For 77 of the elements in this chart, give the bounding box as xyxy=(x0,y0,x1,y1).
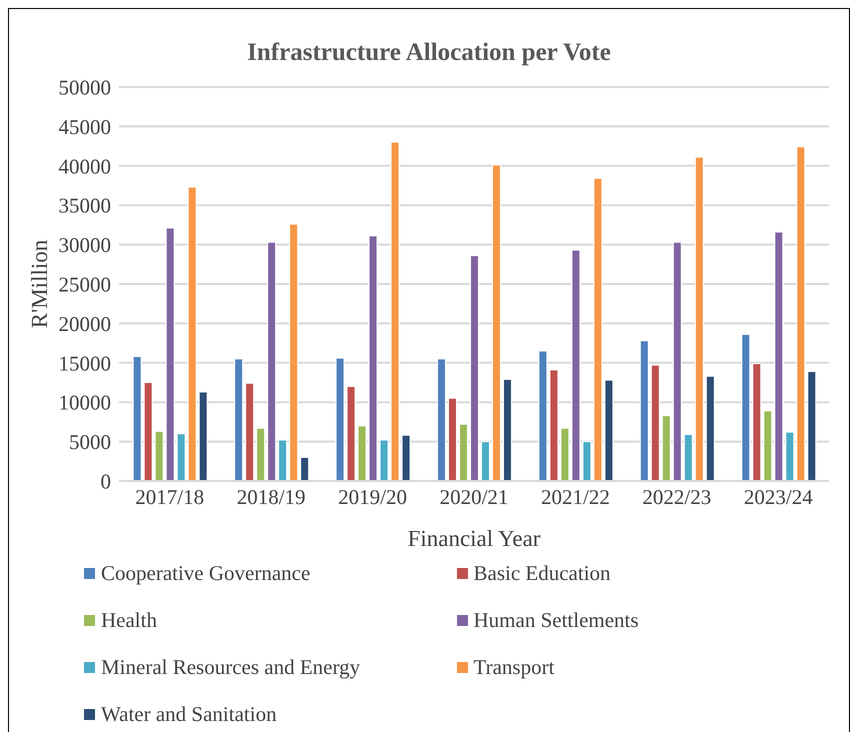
x-tick-label: 2022/23 xyxy=(642,484,712,509)
bar xyxy=(267,242,276,481)
bar xyxy=(763,410,772,481)
bar xyxy=(650,364,660,481)
bar xyxy=(188,186,197,481)
legend-label: Mineral Resources and Energy xyxy=(101,655,360,680)
bar xyxy=(256,428,266,481)
bar xyxy=(300,456,310,481)
bar xyxy=(672,242,682,481)
bar xyxy=(436,358,446,481)
x-tick-label: 2021/22 xyxy=(541,484,610,509)
bar xyxy=(402,434,411,481)
bar xyxy=(448,398,457,481)
bar xyxy=(234,358,244,481)
x-tick-label: 2018/19 xyxy=(236,484,306,509)
bar xyxy=(640,340,649,481)
bar xyxy=(346,386,356,481)
bar xyxy=(144,382,153,481)
legend-label: Transport xyxy=(474,655,554,680)
y-tick-label: 50000 xyxy=(58,75,111,100)
bar xyxy=(684,434,693,481)
bar xyxy=(604,380,614,481)
y-tick-label: 10000 xyxy=(58,390,111,415)
y-tick-label: 30000 xyxy=(58,233,111,258)
y-tick-label: 35000 xyxy=(58,194,111,218)
bar xyxy=(774,231,784,481)
bar xyxy=(289,224,298,481)
bar xyxy=(132,356,142,481)
x-tick-label: 2019/20 xyxy=(338,484,407,509)
bar xyxy=(492,164,501,481)
bar xyxy=(752,363,762,481)
y-tick-label: 20000 xyxy=(58,312,111,336)
y-tick-label: 5000 xyxy=(69,430,111,454)
y-tick-label: 25000 xyxy=(58,272,111,296)
bar xyxy=(166,228,175,481)
chart-title: Infrastructure Allocation per Vote xyxy=(246,39,612,67)
bar xyxy=(368,235,378,481)
y-tick-label: 40000 xyxy=(58,154,111,178)
bar xyxy=(470,255,479,481)
bar xyxy=(694,156,704,481)
y-axis-title: R'Million xyxy=(27,239,52,328)
legend-label: Basic Education xyxy=(474,561,611,586)
legend-label: Health xyxy=(101,608,157,633)
bar xyxy=(380,440,389,481)
bar xyxy=(796,146,806,481)
bar xyxy=(560,428,570,481)
legend-label: Human Settlements xyxy=(474,608,639,633)
bar xyxy=(582,441,592,481)
bar xyxy=(593,178,602,481)
legend-label: Water and Sanitation xyxy=(101,702,277,727)
legend-label: Cooperative Governance xyxy=(101,561,310,586)
y-tick-label: 0 xyxy=(100,469,111,494)
bar xyxy=(154,430,164,481)
x-tick-label: 2023/24 xyxy=(744,484,814,509)
bar xyxy=(198,391,208,481)
y-tick-label: 15000 xyxy=(58,351,111,376)
bar xyxy=(741,334,750,481)
x-tick-label: 2017/18 xyxy=(135,484,204,509)
bar xyxy=(245,382,254,481)
bar xyxy=(480,441,490,481)
bar xyxy=(358,425,367,481)
bar xyxy=(571,250,580,481)
x-tick-label: 2020/21 xyxy=(440,484,508,509)
x-axis-title: Financial Year xyxy=(408,526,541,551)
bar xyxy=(502,378,512,481)
bar xyxy=(336,358,345,481)
y-tick-label: 45000 xyxy=(58,114,111,139)
bar xyxy=(706,376,715,481)
bar xyxy=(549,369,558,481)
bar xyxy=(807,370,816,481)
bar xyxy=(662,415,671,481)
bar xyxy=(538,350,548,481)
bar xyxy=(176,433,186,481)
bar xyxy=(785,432,794,481)
bar xyxy=(458,424,468,481)
bar xyxy=(278,440,288,481)
bar xyxy=(390,142,400,481)
